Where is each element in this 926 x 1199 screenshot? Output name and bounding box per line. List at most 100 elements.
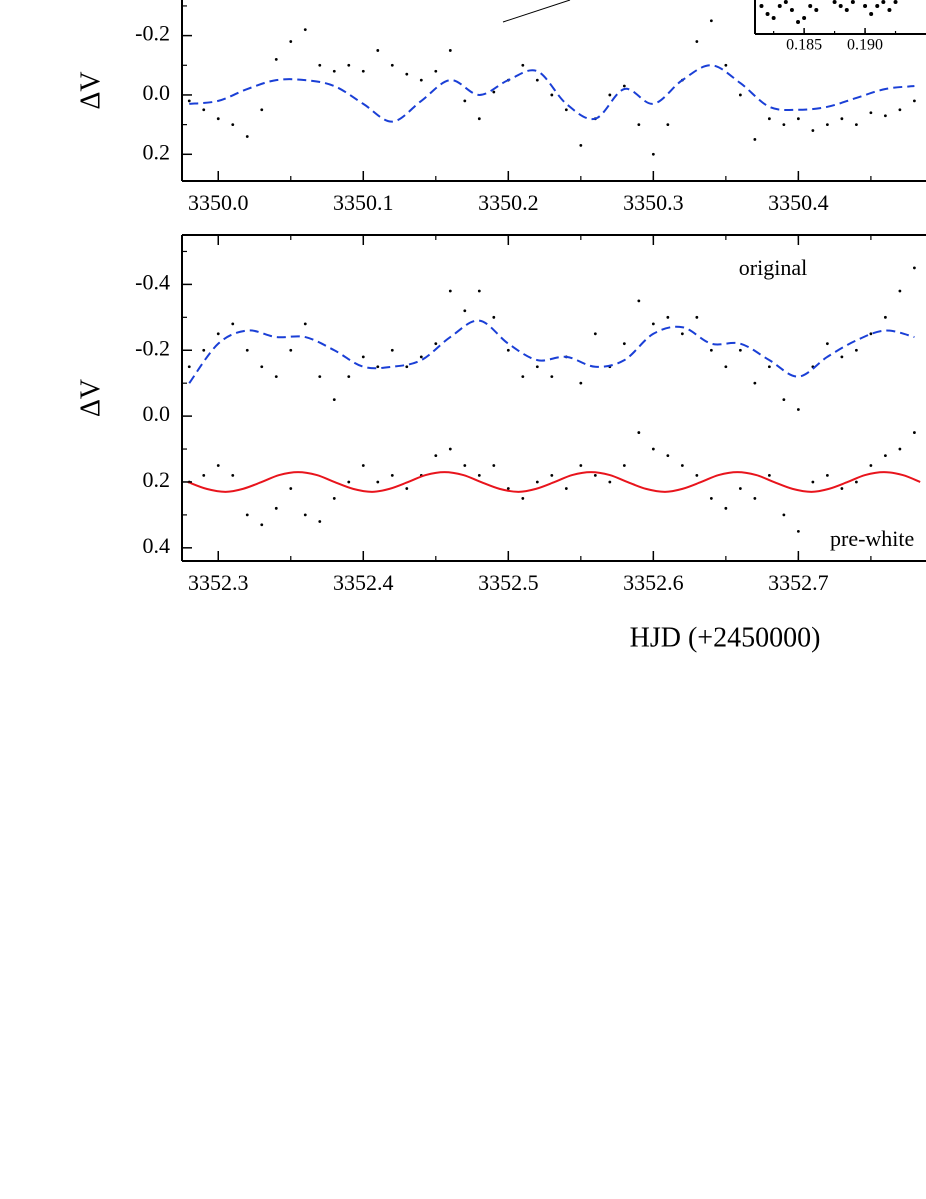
- data-point: [318, 520, 322, 523]
- data-point: [622, 342, 626, 346]
- data-point: [535, 78, 539, 82]
- x-tick-label: 3350.0: [188, 190, 249, 215]
- data-point: [651, 322, 655, 326]
- data-point: [825, 473, 829, 477]
- data-point: [506, 348, 510, 352]
- data-point: [811, 129, 815, 132]
- data-point: [637, 431, 641, 434]
- data-point: [782, 513, 786, 517]
- data-point: [361, 355, 365, 359]
- data-point: [376, 49, 380, 52]
- data-point: [808, 4, 813, 8]
- data-point: [593, 332, 597, 336]
- data-point: [724, 365, 728, 369]
- data-point: [912, 99, 916, 103]
- data-point: [564, 108, 568, 112]
- data-point: [463, 99, 467, 103]
- data-point: [782, 398, 786, 402]
- data-point: [535, 365, 539, 369]
- data-point: [883, 315, 887, 319]
- data-point: [840, 487, 844, 490]
- data-point: [898, 289, 902, 293]
- plot-area: [187, 266, 921, 533]
- x-tick-label: 3350.2: [478, 190, 539, 215]
- data-point: [245, 348, 249, 352]
- annotation: pre-white: [830, 526, 914, 551]
- data-point: [579, 464, 583, 467]
- data-point: [390, 63, 394, 67]
- data-point: [608, 480, 612, 484]
- data-point: [887, 8, 892, 12]
- data-point: [521, 375, 525, 378]
- data-point: [506, 487, 510, 490]
- data-point: [361, 464, 365, 467]
- data-point: [651, 447, 655, 451]
- data-point: [898, 108, 902, 112]
- data-point: [289, 348, 293, 352]
- data-point: [680, 464, 684, 467]
- data-point: [231, 473, 235, 477]
- data-point: [796, 20, 801, 24]
- data-point: [492, 90, 496, 94]
- x-tick-label: 3350.4: [768, 190, 829, 215]
- data-point: [405, 487, 409, 490]
- data-point: [811, 480, 815, 484]
- data-point: [216, 332, 220, 336]
- x-tick-label: 3352.7: [768, 570, 829, 595]
- data-point: [869, 332, 873, 336]
- data-point: [361, 69, 365, 73]
- data-point: [814, 8, 819, 12]
- data-point: [666, 454, 670, 458]
- y-axis-label: ΔV: [75, 379, 106, 417]
- y-tick-label: 0.2: [143, 467, 171, 492]
- data-point: [202, 108, 206, 112]
- data-point: [521, 497, 525, 500]
- data-point: [318, 63, 322, 67]
- data-point: [550, 375, 554, 378]
- data-point: [550, 93, 554, 97]
- data-point: [759, 4, 764, 8]
- data-point: [477, 117, 481, 121]
- data-point: [405, 365, 409, 369]
- data-point: [303, 322, 307, 326]
- data-point: [622, 84, 626, 88]
- data-point: [912, 431, 916, 434]
- data-point: [771, 16, 776, 20]
- data-point: [666, 123, 670, 127]
- data-point: [216, 117, 220, 121]
- data-point: [695, 40, 699, 43]
- data-point: [289, 487, 293, 490]
- data-point: [202, 348, 206, 352]
- data-point: [738, 93, 742, 97]
- data-point: [898, 447, 902, 451]
- y-tick-label: 0.0: [143, 401, 171, 426]
- data-point: [448, 447, 452, 451]
- data-point: [448, 289, 452, 293]
- data-point: [783, 0, 788, 4]
- y-tick-label: 0.4: [143, 533, 171, 558]
- data-point: [854, 480, 858, 484]
- data-point: [579, 143, 583, 147]
- data-point: [782, 123, 786, 127]
- data-point: [883, 114, 887, 118]
- data-point: [637, 123, 641, 127]
- x-tick-label: 3352.3: [188, 570, 249, 595]
- data-point: [231, 123, 235, 127]
- data-point: [245, 513, 249, 517]
- data-point: [303, 513, 307, 517]
- model-curve-dashed: [189, 64, 915, 123]
- data-point: [709, 348, 713, 352]
- y-tick-label: -0.2: [135, 21, 170, 46]
- data-point: [332, 69, 336, 73]
- data-point: [738, 348, 742, 352]
- x-tick-label: 0.185: [786, 37, 822, 54]
- data-point: [187, 365, 191, 369]
- data-point: [796, 117, 800, 121]
- data-point: [912, 266, 916, 270]
- data-point: [608, 93, 612, 97]
- y-axis-label: ΔV: [75, 71, 106, 109]
- pointer-line: [502, 0, 571, 23]
- data-point: [390, 348, 394, 352]
